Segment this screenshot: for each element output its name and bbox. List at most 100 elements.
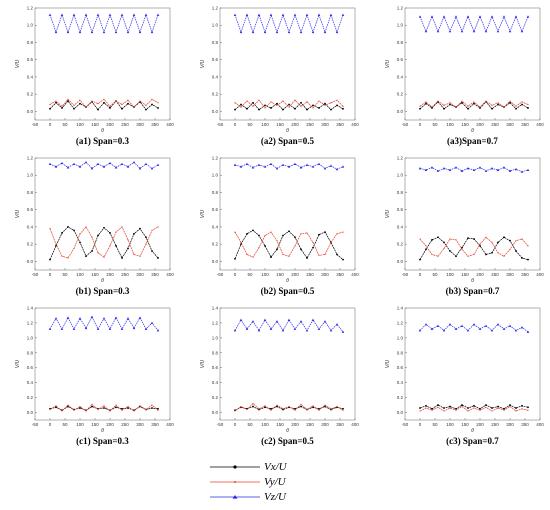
y-tick-label: 0.2 <box>397 92 404 97</box>
data-point <box>85 106 87 108</box>
data-point <box>156 163 160 166</box>
data-point <box>139 255 141 257</box>
x-tick-label: 300 <box>321 272 329 277</box>
legend-item-vy: Vy/U <box>210 475 340 489</box>
x-tick-label: 200 <box>291 272 299 277</box>
y-tick-label: 0.4 <box>397 74 404 79</box>
x-tick-label: 250 <box>491 422 499 427</box>
data-point <box>418 329 422 332</box>
data-point <box>126 30 130 34</box>
x-tick-label: 300 <box>321 422 329 427</box>
data-point <box>108 327 112 330</box>
data-point <box>156 329 160 332</box>
data-point <box>318 254 320 256</box>
data-point <box>245 13 249 16</box>
x-tick-label: -50 <box>402 422 409 427</box>
y-axis-label: V/U <box>200 209 206 218</box>
y-tick-label: 0.6 <box>397 365 404 370</box>
chart-caption: (b2) Span=0.5 <box>261 286 315 296</box>
data-point <box>234 410 236 412</box>
data-point <box>461 404 463 406</box>
data-point <box>264 104 266 107</box>
data-point <box>299 166 303 169</box>
data-point <box>246 232 248 235</box>
data-point <box>342 409 344 411</box>
data-point <box>115 244 117 247</box>
y-tick-label: 0.8 <box>27 190 34 195</box>
x-tick-label: 100 <box>76 272 84 277</box>
data-point <box>114 316 118 319</box>
data-point <box>120 162 124 166</box>
data-point <box>67 226 69 228</box>
data-point <box>294 236 296 239</box>
data-point <box>454 166 458 169</box>
data-point <box>509 404 511 406</box>
data-point <box>330 408 332 410</box>
data-point <box>251 320 255 323</box>
data-point <box>234 231 236 233</box>
chart-caption: (a2) Span=0.5 <box>261 136 315 146</box>
data-point <box>252 256 254 258</box>
data-point <box>461 405 463 408</box>
data-point <box>67 404 69 406</box>
data-point <box>330 241 332 244</box>
data-point <box>234 108 236 111</box>
data-point <box>508 169 512 172</box>
data-point <box>120 13 124 16</box>
x-tick-label: 100 <box>76 122 84 127</box>
data-point <box>521 101 523 103</box>
data-point <box>90 167 94 170</box>
x-tick-label: 250 <box>491 122 499 127</box>
y-tick-label: 0.6 <box>212 207 219 212</box>
x-tick-label: 300 <box>136 422 144 427</box>
data-point <box>509 239 511 242</box>
data-point <box>258 99 260 101</box>
y-tick-label: 1.0 <box>212 335 219 340</box>
data-point <box>132 326 136 330</box>
data-point <box>55 243 57 245</box>
data-point <box>473 102 475 105</box>
data-point <box>55 406 57 409</box>
data-point <box>306 101 308 103</box>
data-point <box>473 407 475 409</box>
data-point <box>115 231 117 233</box>
data-point <box>526 168 530 172</box>
data-point <box>437 406 439 408</box>
y-tick-label: 1.0 <box>212 23 219 28</box>
y-tick-label: 1.0 <box>397 173 404 178</box>
data-point <box>151 98 153 100</box>
x-tick-label: -50 <box>402 122 409 127</box>
x-tick-label: 300 <box>506 422 514 427</box>
data-point <box>467 410 469 412</box>
chart-caption: (c1) Span=0.3 <box>76 436 129 446</box>
x-tick-label: -50 <box>402 272 409 277</box>
data-point <box>455 255 457 258</box>
data-point <box>258 247 260 249</box>
data-point <box>67 98 69 100</box>
data-point <box>103 405 105 407</box>
x-tick-label: 400 <box>351 422 359 427</box>
y-tick-label: 0.2 <box>397 242 404 247</box>
x-tick-label: 200 <box>291 122 299 127</box>
data-point <box>275 30 279 34</box>
x-tick-label: 150 <box>276 122 284 127</box>
data-point <box>263 318 267 321</box>
data-point <box>300 101 302 104</box>
data-point <box>270 409 272 411</box>
x-tick-label: 400 <box>351 272 359 277</box>
series-line-2 <box>234 231 344 258</box>
data-point <box>97 252 99 254</box>
series-line-1 <box>419 236 529 260</box>
x-tick-label: 50 <box>247 122 253 127</box>
data-point <box>424 323 428 326</box>
data-point <box>424 168 428 172</box>
data-point <box>121 257 123 259</box>
data-point <box>263 165 267 168</box>
data-point <box>485 253 487 256</box>
x-tick-label: 200 <box>106 122 114 127</box>
data-point <box>431 407 433 410</box>
data-point <box>282 408 284 410</box>
y-tick-label: 0.4 <box>27 380 34 385</box>
data-point <box>264 244 266 247</box>
data-point <box>61 410 63 412</box>
